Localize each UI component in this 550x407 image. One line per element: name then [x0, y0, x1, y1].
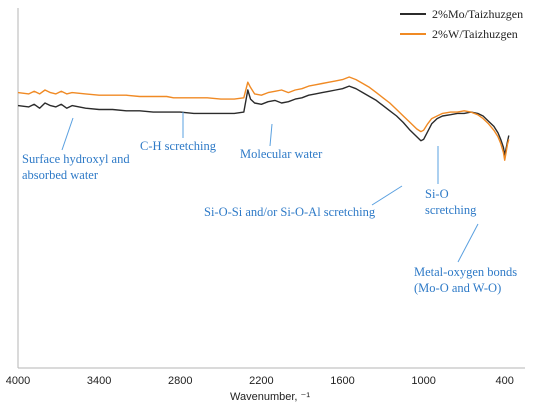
x-axis-ticks: 4000 3400 2800 2200 1600 1000 400	[6, 375, 514, 387]
x-tick-label: 4000	[6, 375, 30, 387]
annotation-label: (Mo-O and W-O)	[414, 281, 501, 295]
x-tick-label: 1000	[411, 375, 435, 387]
x-tick-label: 2200	[249, 375, 273, 387]
annotation-label: Molecular water	[240, 147, 323, 161]
x-tick-label: 1600	[330, 375, 354, 387]
annotation-leader	[457, 223, 479, 263]
annotation-label: Surface hydroxyl and	[22, 152, 130, 166]
x-tick-label: 400	[496, 375, 514, 387]
series-line-2	[17, 76, 510, 161]
x-tick-label: 3400	[87, 375, 111, 387]
x-axis-label: Wavenumber, ⁻¹	[230, 391, 310, 403]
legend-label: 2%W/Taizhuzgen	[432, 27, 518, 41]
series-layer	[17, 76, 510, 161]
x-tick-label: 2800	[168, 375, 192, 387]
annotation-leader	[371, 185, 403, 206]
annotation-label: Metal-oxygen bonds	[414, 265, 517, 279]
annotation-leader	[61, 117, 74, 151]
annotation-label: Si-O-Si and/or Si-O-Al scretching	[204, 205, 376, 219]
annotation-leader	[269, 123, 273, 147]
annotation-label: C-H scretching	[140, 139, 217, 153]
annotation-label: absorbed water	[22, 168, 99, 182]
series-line-1	[17, 85, 510, 156]
legend: 2%Mo/Taizhuzgen 2%W/Taizhuzgen	[400, 7, 523, 41]
annotations-layer: Surface hydroxyl and absorbed water C-H sc…	[22, 112, 517, 295]
legend-label: 2%Mo/Taizhuzgen	[432, 7, 523, 21]
annotation-label: scretching	[425, 203, 477, 217]
annotation-label: Si-O	[425, 187, 449, 201]
